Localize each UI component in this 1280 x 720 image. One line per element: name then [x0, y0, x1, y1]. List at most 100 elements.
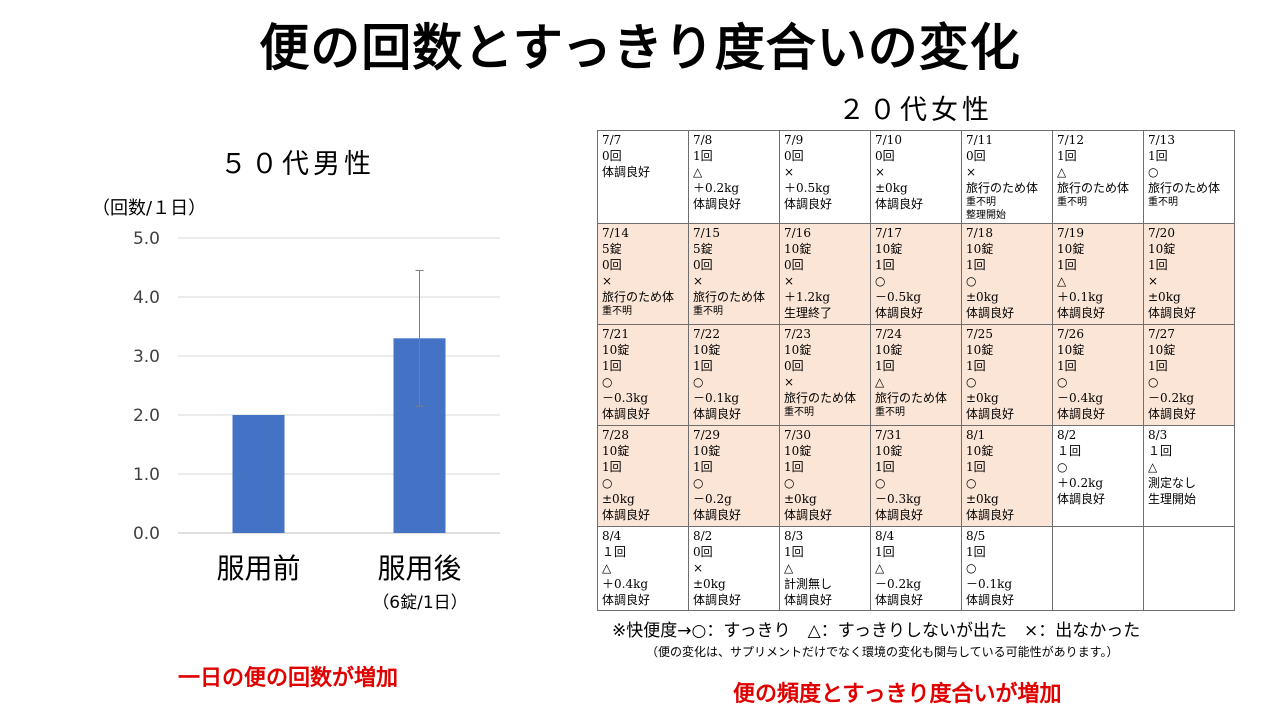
cell-date: 7/22 — [693, 327, 720, 341]
cell-date: 7/28 — [602, 428, 629, 442]
cell-line: 0回 — [966, 149, 986, 163]
cell-date: 7/27 — [1148, 327, 1175, 341]
cell-line: × — [693, 561, 704, 575]
cell-date: 7/13 — [1148, 133, 1175, 147]
cell-line: ○ — [875, 274, 886, 288]
cell-line: 体調良好 — [875, 306, 924, 320]
cell-date: 8/2 — [1057, 428, 1077, 442]
cell-date: 7/25 — [966, 327, 993, 341]
day-cell: 7/18 10錠 1回 ○ ±0kg 体調良好 — [961, 223, 1053, 325]
cell-line: 1回 — [1148, 149, 1168, 163]
day-cell: 7/22 10錠 1回 ○ －0.1kg 体調良好 — [688, 324, 780, 426]
cell-line: 体調良好 — [602, 508, 651, 522]
table-title: ２０代女性 — [838, 95, 993, 126]
cell-line: 10錠 — [1057, 242, 1085, 256]
y-tick-label: 1.0 — [133, 465, 160, 485]
day-cell: 7/7 0回 体調良好 — [597, 130, 689, 224]
cell-line: △ — [875, 561, 885, 575]
cell-line: ○ — [966, 375, 977, 389]
cell-line: 1回 — [1148, 359, 1168, 373]
cell-line: ±0kg — [966, 290, 999, 304]
day-cell: 7/16 10錠 0回 × ＋1.2kg 生理終了 — [779, 223, 871, 325]
cell-line: 旅行のため体 — [1057, 181, 1130, 195]
cell-line: 10錠 — [966, 444, 994, 458]
day-cell: 7/13 1回 ○ 旅行のため体 重不明 — [1143, 130, 1235, 224]
cell-line: 旅行のため体 — [875, 391, 948, 405]
cell-line: ＋0.2kg — [1057, 476, 1104, 490]
cell-line: 体調良好 — [966, 306, 1015, 320]
cell-line: ○ — [875, 476, 886, 490]
cell-line: 1回 — [875, 258, 895, 272]
cell-line: 体調良好 — [784, 508, 833, 522]
table-row: 8/4 １回 △ ＋0.4kg 体調良好 8/2 0回 × ±0kg 体調良好 8/3 1回 △ 計測無し… — [597, 526, 1235, 611]
cell-line: 0回 — [784, 258, 804, 272]
cell-line: × — [693, 274, 704, 288]
cell-line: 10錠 — [875, 242, 903, 256]
cell-line: 体調良好 — [693, 508, 742, 522]
cell-line: 測定なし — [1148, 476, 1197, 490]
day-cell: 7/11 0回 × 旅行のため体 重不明 整理開始 — [961, 130, 1053, 224]
cell-date: 7/17 — [875, 226, 902, 240]
cell-line: 0回 — [693, 545, 713, 559]
cell-line: －0.2kg — [875, 577, 922, 591]
cell-line: × — [875, 165, 886, 179]
finding-left: 一日の便の回数が増加 — [178, 666, 399, 691]
cell-line: 10錠 — [784, 444, 812, 458]
cell-date: 8/5 — [966, 529, 986, 543]
cell-line: ＋0.4kg — [602, 577, 649, 591]
cell-date: 7/20 — [1148, 226, 1175, 240]
cell-line: －0.1kg — [966, 577, 1013, 591]
cell-line: 10錠 — [875, 343, 903, 357]
cell-line: 10錠 — [693, 343, 721, 357]
table-row: 7/21 10錠 1回 ○ －0.3kg 体調良好 7/22 10錠 1回 ○ －0.1kg 体調良好… — [597, 324, 1235, 426]
table-row: 7/7 0回 体調良好 7/8 1回 △ ＋0.2kg 体調良好 7/9 0回 × ＋0.5kg 体調良… — [597, 130, 1235, 224]
cell-line: 10錠 — [875, 444, 903, 458]
day-cell: 7/8 1回 △ ＋0.2kg 体調良好 — [688, 130, 780, 224]
cell-date: 8/1 — [966, 428, 986, 442]
cell-line: △ — [693, 165, 703, 179]
cell-line: 体調良好 — [602, 165, 651, 179]
cell-line: ＋0.1kg — [1057, 290, 1104, 304]
day-cell — [1052, 526, 1144, 611]
day-cell: 7/29 10錠 1回 ○ －0.2g 体調良好 — [688, 425, 780, 527]
cell-line: 整理開始 — [966, 210, 1006, 221]
cell-line: ○ — [1148, 165, 1159, 179]
cell-line: 1回 — [875, 545, 895, 559]
day-cell: 8/4 1回 △ －0.2kg 体調良好 — [870, 526, 962, 611]
cell-line: －0.2kg — [1148, 391, 1195, 405]
cell-line: 体調良好 — [966, 593, 1015, 607]
cell-line: △ — [1057, 165, 1067, 179]
cell-date: 7/29 — [693, 428, 720, 442]
cell-line: × — [966, 165, 977, 179]
y-tick-label: 4.0 — [133, 288, 160, 308]
cell-date: 7/18 — [966, 226, 993, 240]
cell-line: 体調良好 — [602, 407, 651, 421]
finding-right: 便の頻度とすっきり度合いが増加 — [733, 682, 1062, 707]
cell-line: × — [602, 274, 613, 288]
cell-line: ＋0.5kg — [784, 181, 831, 195]
cell-line: ○ — [1148, 375, 1159, 389]
cell-line: 1回 — [693, 460, 713, 474]
cell-line: 1回 — [1148, 258, 1168, 272]
cell-line: 5錠 — [602, 242, 622, 256]
cell-line: △ — [1057, 274, 1067, 288]
cell-line: －0.1kg — [693, 391, 740, 405]
x-category-label: 服用後 — [377, 552, 461, 585]
cell-line: ＋1.2kg — [784, 290, 831, 304]
cell-line: 体調良好 — [875, 508, 924, 522]
cell-line: 旅行のため体 — [693, 290, 766, 304]
cell-line: 生理終了 — [784, 306, 833, 320]
day-cell: 7/31 10錠 1回 ○ －0.3kg 体調良好 — [870, 425, 962, 527]
chart-title: ５０代男性 — [220, 149, 375, 180]
cell-line: 旅行のため体 — [966, 181, 1039, 195]
cell-date: 7/21 — [602, 327, 629, 341]
cell-line: 体調良好 — [875, 593, 924, 607]
legend-text: ※快便度→○：すっきり △：すっきりしないが出た ×：出なかった — [612, 621, 1141, 641]
cell-line: 10錠 — [966, 242, 994, 256]
cell-line: ○ — [693, 375, 704, 389]
cell-line: 1回 — [693, 359, 713, 373]
cell-date: 7/16 — [784, 226, 811, 240]
day-cell: 8/2 0回 × ±0kg 体調良好 — [688, 526, 780, 611]
cell-date: 8/2 — [693, 529, 713, 543]
cell-line: －0.5kg — [875, 290, 922, 304]
